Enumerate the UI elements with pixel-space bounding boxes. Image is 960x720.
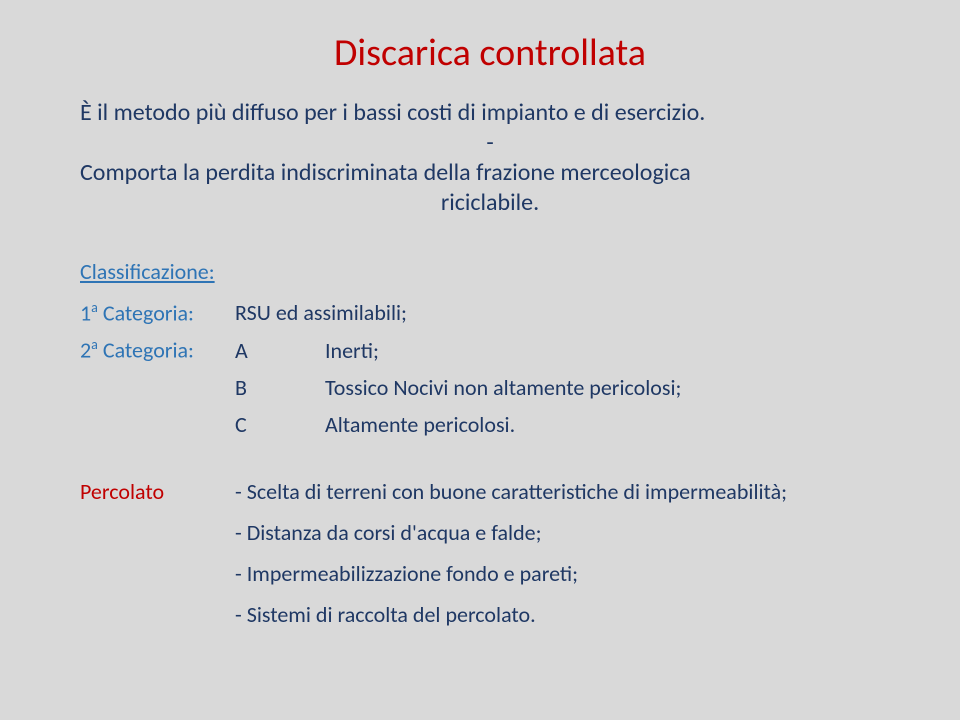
slide-title: Discarica controllata <box>80 30 900 76</box>
percolato-item-4: - Sistemi di raccolta del percolato. <box>235 601 787 628</box>
classif-row-2a: 2a Categoria: A Inerti; <box>80 336 900 363</box>
cat1-pre: 1 <box>80 299 91 326</box>
intro-dash: - <box>80 128 900 158</box>
classification-table: 1a Categoria: RSU ed assimilabili; 2a Ca… <box>80 299 900 438</box>
intro-line1: È il metodo più diffuso per i bassi cost… <box>80 98 705 127</box>
percolato-item-2: - Distanza da corsi d'acqua e falde; <box>235 519 787 546</box>
cat2-letter-b: B <box>235 374 325 401</box>
percolato-item-3: - Impermeabilizzazione fondo e pareti; <box>235 560 787 587</box>
cat1-label: 1a Categoria: <box>80 299 235 326</box>
cat2-post: Categoria: <box>98 337 194 364</box>
cat2-pre: 2 <box>80 337 91 364</box>
percolato-list: - Scelta di terreni con buone caratteris… <box>235 478 787 642</box>
cat2-label: 2a Categoria: <box>80 336 235 363</box>
cat1-value: RSU ed assimilabili; <box>235 299 407 326</box>
cat2-sup: a <box>91 336 98 353</box>
percolato-item-1: - Scelta di terreni con buone caratteris… <box>235 478 787 505</box>
intro-paragraph: È il metodo più diffuso per i bassi cost… <box>80 98 900 218</box>
cat2-text-c: Altamente pericolosi. <box>325 411 515 438</box>
cat2-letter-a: A <box>235 337 325 364</box>
classif-row-1: 1a Categoria: RSU ed assimilabili; <box>80 299 900 326</box>
cat2-text-b: Tossico Nocivi non altamente pericolosi; <box>325 374 681 401</box>
intro-line3a: Comporta la perdita indiscriminata della… <box>80 158 691 187</box>
percolato-section: Percolato - Scelta di terreni con buone … <box>80 478 900 642</box>
classif-row-2c: C Altamente pericolosi. <box>80 411 900 438</box>
cat1-sup: a <box>91 299 98 316</box>
cat1-post: Categoria: <box>98 299 194 326</box>
intro-line3b: riciclabile. <box>80 188 900 218</box>
classification-header: Classificazione: <box>80 258 900 285</box>
cat2-text-a: Inerti; <box>325 337 379 364</box>
cat2-letter-c: C <box>235 411 325 438</box>
percolato-label: Percolato <box>80 478 235 505</box>
classif-row-2b: B Tossico Nocivi non altamente pericolos… <box>80 374 900 401</box>
